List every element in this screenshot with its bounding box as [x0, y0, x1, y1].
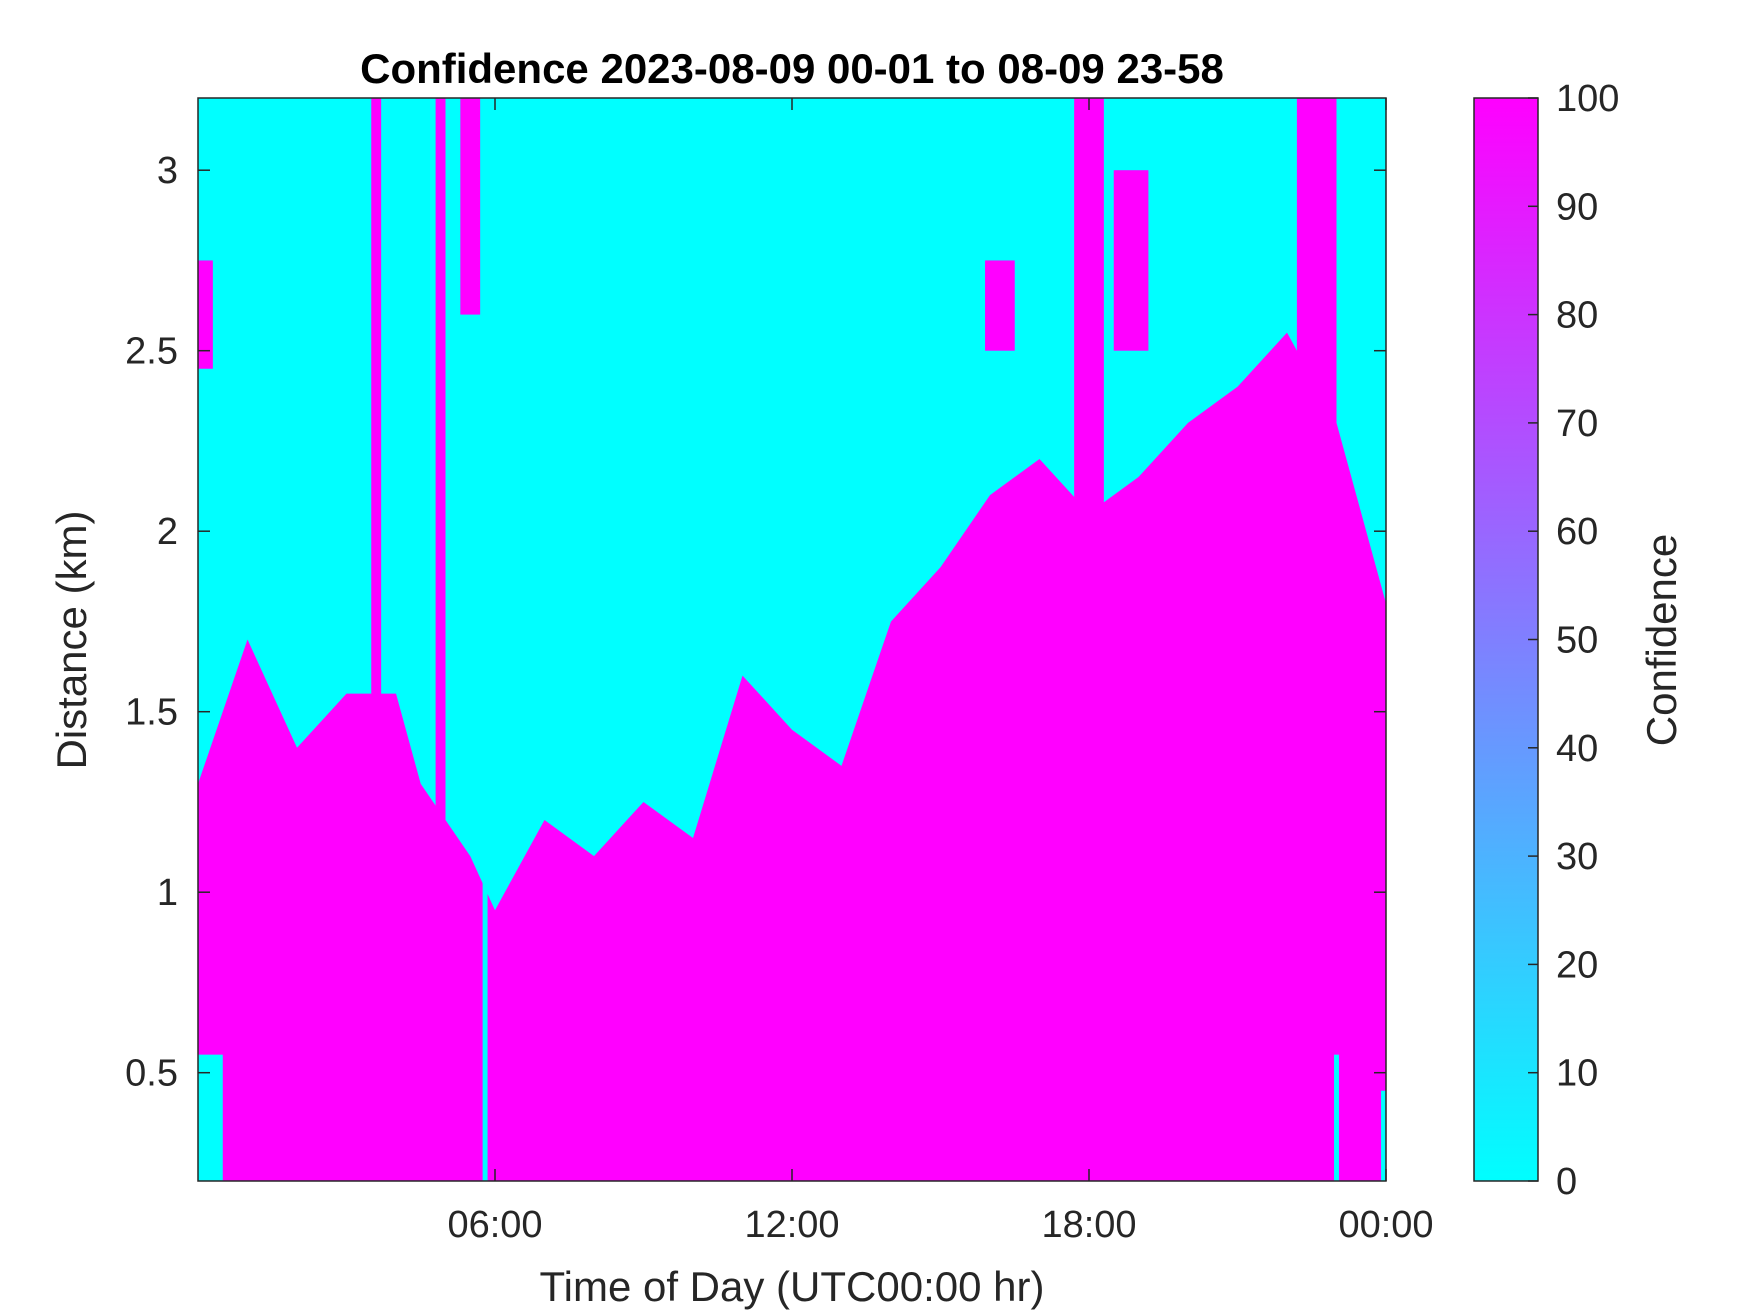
- colorbar-gradient: [1473, 97, 1539, 1182]
- colorbar-tick-label: 0: [1556, 1161, 1577, 1203]
- y-tick-label: 1: [157, 872, 178, 914]
- x-tick-label: 00:00: [1338, 1204, 1433, 1246]
- y-tick-label: 0.5: [125, 1053, 178, 1095]
- high-confidence-patch: [460, 98, 481, 315]
- colorbar: 0 10 20 30 40 50 60 70 80 90 100 Confidence: [1473, 78, 1685, 1203]
- high-confidence-region: [198, 332, 1386, 1181]
- y-tick-label: 3: [157, 150, 178, 192]
- x-axis-label: Time of Day (UTC00:00 hr): [540, 1263, 1045, 1310]
- colorbar-tick-label: 10: [1556, 1053, 1598, 1095]
- low-confidence-patch: [1334, 1054, 1339, 1181]
- y-axis-label: Distance (km): [48, 510, 95, 769]
- high-confidence-patch: [435, 98, 446, 1181]
- high-confidence-patch: [1113, 170, 1149, 351]
- colorbar-tick-label: 40: [1556, 728, 1598, 770]
- high-confidence-patch: [198, 260, 213, 369]
- y-tick-label: 1.5: [125, 692, 178, 734]
- colorbar-tick-label: 60: [1556, 511, 1598, 553]
- colorbar-tick-label: 70: [1556, 403, 1598, 445]
- plot-area: 06:00 12:00 18:00 00:00 0.5 1 1.5 2 2.5 3: [125, 97, 1434, 1246]
- colorbar-tick-label: 20: [1556, 944, 1598, 986]
- chart-title: Confidence 2023-08-09 00-01 to 08-09 23-…: [360, 45, 1224, 92]
- y-tick-label: 2: [157, 511, 178, 553]
- x-tick-label: 18:00: [1041, 1204, 1136, 1246]
- colorbar-tick-label: 90: [1556, 186, 1598, 228]
- colorbar-tick-label: 50: [1556, 620, 1598, 662]
- colorbar-tick-label: 100: [1556, 78, 1619, 120]
- high-confidence-patch: [985, 260, 1015, 351]
- high-confidence-patch: [1074, 98, 1104, 532]
- colorbar-tick-label: 30: [1556, 836, 1598, 878]
- x-tick-label: 12:00: [744, 1204, 839, 1246]
- low-confidence-patch: [1381, 1090, 1386, 1181]
- high-confidence-patch: [1296, 98, 1337, 423]
- x-tick-label: 06:00: [447, 1204, 542, 1246]
- colorbar-tick-label: 80: [1556, 295, 1598, 337]
- high-confidence-patch: [371, 98, 382, 1181]
- low-confidence-patch: [482, 314, 488, 1181]
- low-confidence-patch: [198, 1054, 223, 1181]
- y-tick-label: 2.5: [125, 331, 178, 373]
- colorbar-label: Confidence: [1638, 534, 1685, 746]
